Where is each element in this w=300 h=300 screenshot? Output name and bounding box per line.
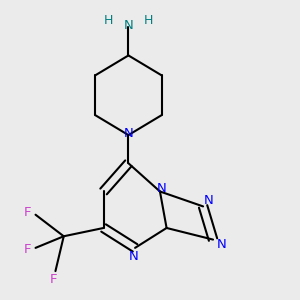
Text: H: H xyxy=(144,14,153,27)
Text: N: N xyxy=(128,250,138,263)
Text: N: N xyxy=(124,127,133,140)
Text: F: F xyxy=(50,273,58,286)
Text: N: N xyxy=(217,238,226,251)
Text: F: F xyxy=(23,206,31,218)
Text: H: H xyxy=(104,14,113,27)
Text: N: N xyxy=(124,19,133,32)
Text: N: N xyxy=(157,182,166,195)
Text: N: N xyxy=(204,194,214,207)
Text: F: F xyxy=(23,243,31,256)
